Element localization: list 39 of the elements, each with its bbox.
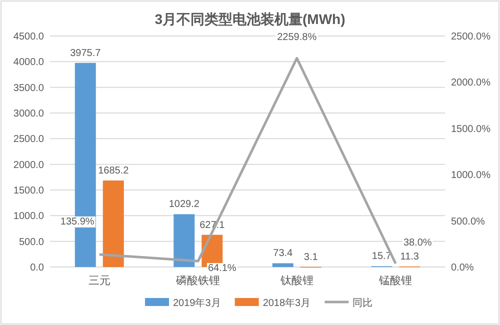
y-tick-label: 500.0 (18, 236, 44, 248)
data-label: 73.4 (273, 248, 294, 260)
data-label: 64.1% (208, 263, 236, 274)
y-tick-label: 2000.0 (13, 160, 44, 171)
y-tick-label: 4500.0 (13, 32, 44, 42)
y-tick-label: 3000.0 (13, 108, 44, 120)
y-tick-label: 1500.0 (13, 186, 44, 196)
y2-tick-label: 1000.0% (451, 170, 491, 182)
data-label: 11.3 (400, 251, 420, 262)
y2-tick-label: 500.0% (451, 216, 486, 228)
bar (272, 263, 294, 267)
legend-label: 2018年3月 (262, 297, 311, 309)
y2-tick-label: 2500.0% (451, 32, 491, 42)
line-series (98, 56, 397, 265)
y-tick-label: 0.0 (30, 262, 44, 274)
legend-label: 同比 (352, 297, 373, 309)
y2-tick-label: 1500.0% (451, 124, 491, 135)
bar (102, 180, 124, 267)
data-label: 627.1 (200, 220, 226, 231)
y-tick-label: 1000.0 (13, 211, 44, 222)
x-tick-label: 锰酸锂 (378, 275, 412, 287)
y-tick-label: 2500.0 (13, 134, 44, 146)
chart-title: 3月不同类型电池装机量(MWh) (154, 11, 346, 27)
data-label: 2259.8% (277, 32, 317, 44)
y-tick-label: 4000.0 (13, 57, 44, 68)
bar (174, 214, 195, 267)
data-label: 3975.7 (70, 48, 102, 59)
data-label: 1029.2 (168, 199, 200, 210)
data-label: 3.1 (304, 252, 318, 263)
data-label: 38.0% (403, 237, 432, 248)
y-tick-label: 3500.0 (13, 82, 44, 94)
x-tick-label: 钛酸锂 (279, 275, 314, 287)
y2-tick-label: 0.0% (451, 262, 474, 274)
y2-tick-label: 2000.0% (451, 78, 491, 89)
data-label: 135.9% (60, 216, 94, 228)
x-tick-label: 磷酸铁锂 (175, 274, 220, 287)
x-tick-label: 三元 (88, 275, 110, 287)
data-label: 1685.2 (98, 165, 130, 176)
legend-label: 2019年3月 (173, 297, 221, 309)
